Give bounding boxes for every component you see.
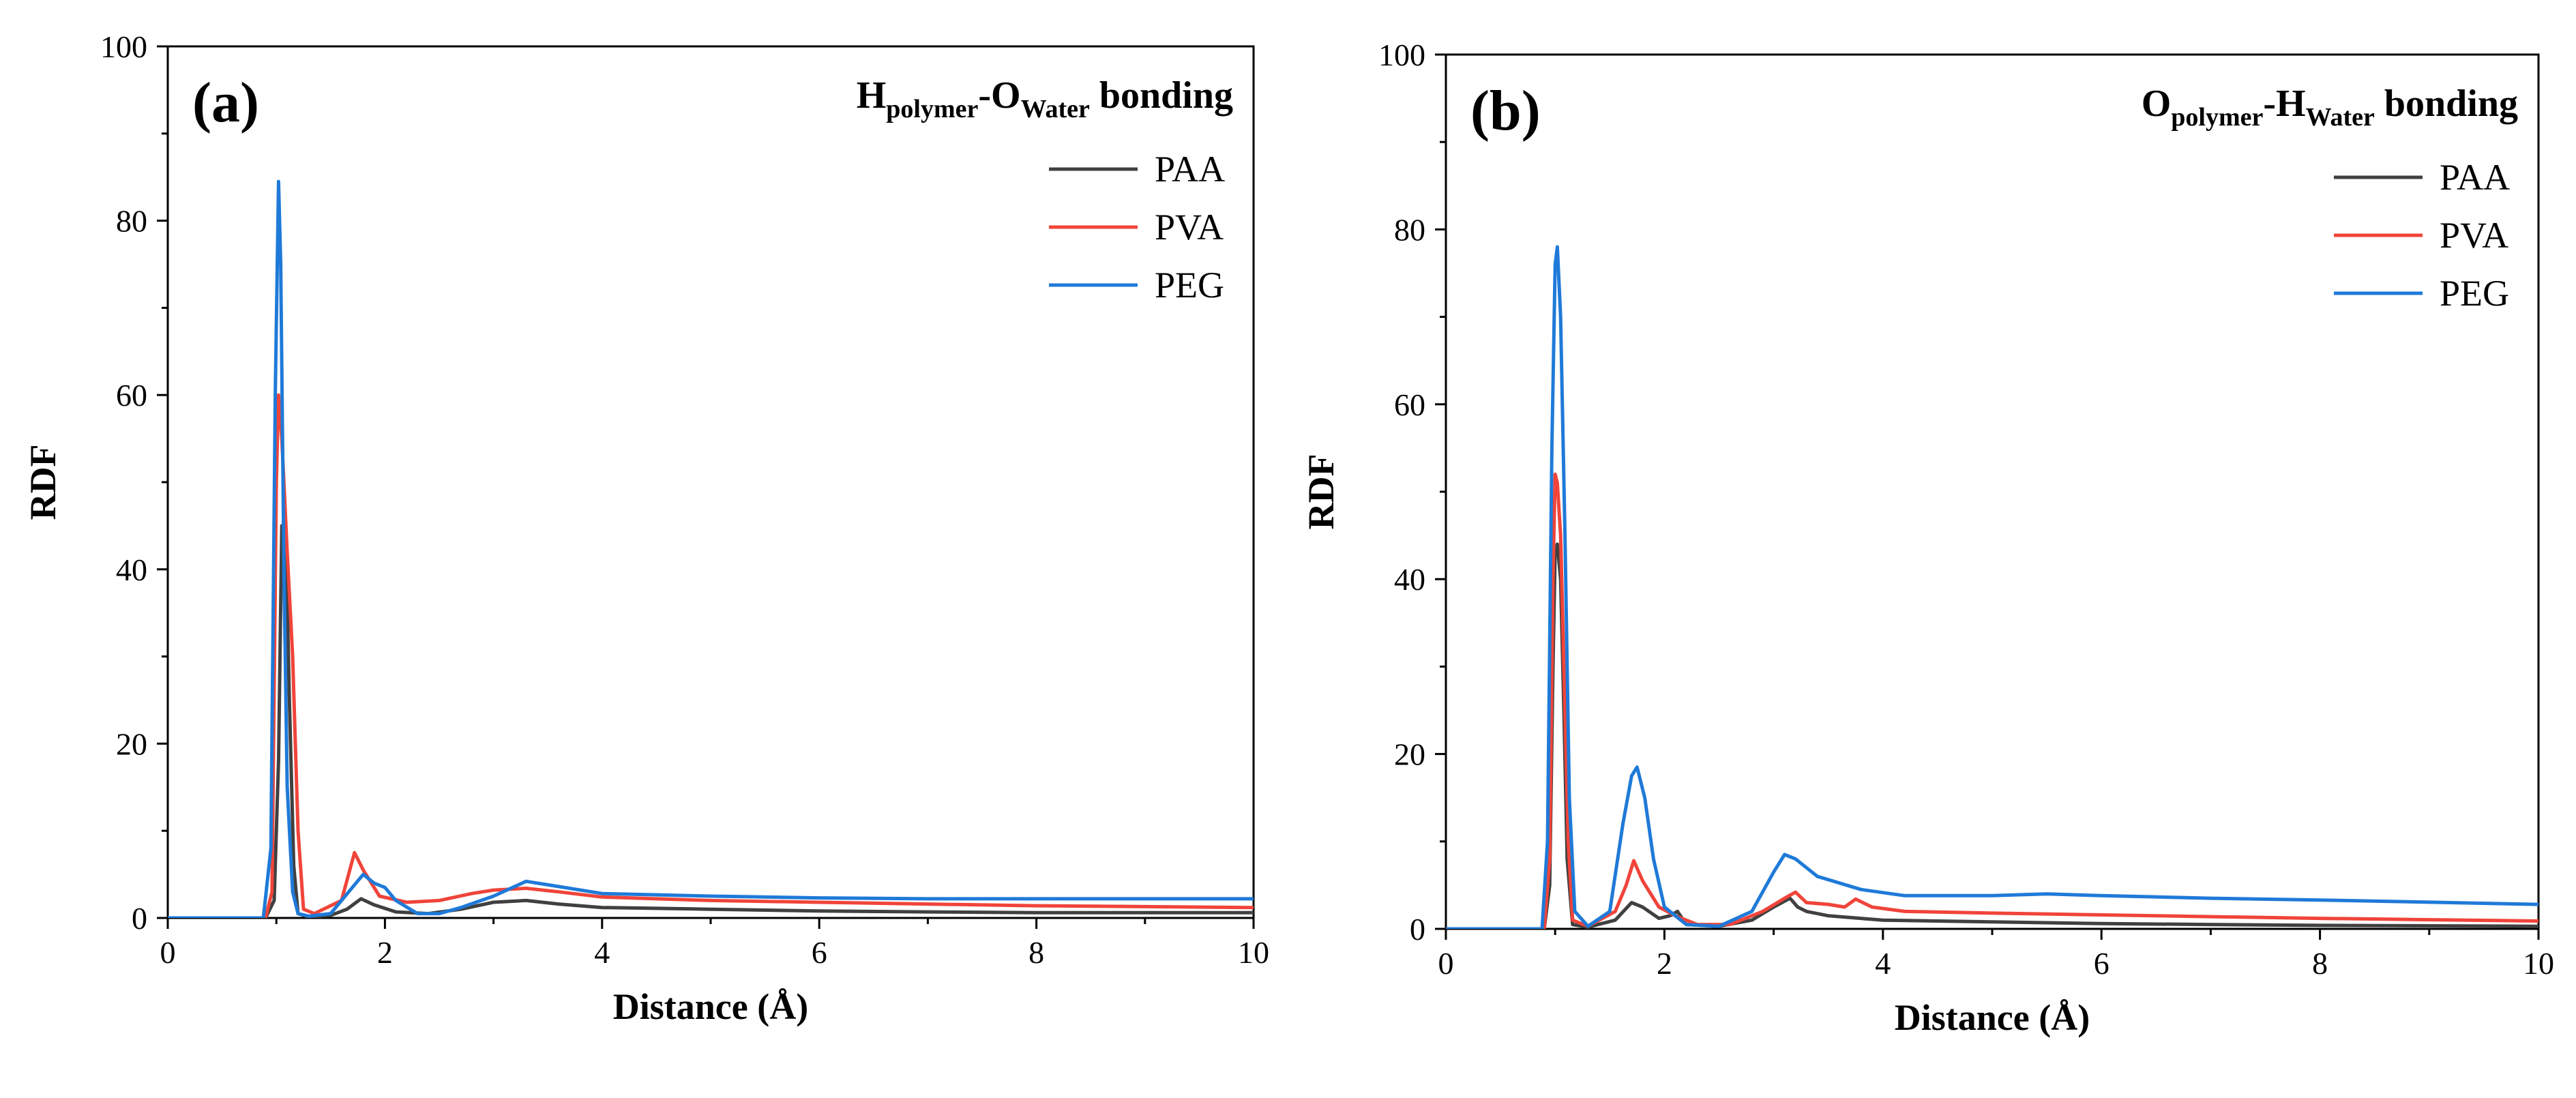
x-axis-label: Distance (Å) bbox=[613, 986, 808, 1027]
series-line-paa bbox=[168, 524, 1254, 918]
y-tick-label: 0 bbox=[132, 901, 147, 936]
x-tick-label: 4 bbox=[1875, 946, 1891, 981]
legend-label-pva: PVA bbox=[1155, 207, 1224, 248]
x-tick-label: 8 bbox=[2312, 946, 2328, 981]
x-tick-label: 4 bbox=[594, 935, 610, 970]
panel-title: Hpolymer-OWater bonding bbox=[857, 74, 1233, 123]
series-group bbox=[1446, 245, 2538, 929]
x-tick-label: 10 bbox=[2523, 946, 2554, 981]
title-subscript: Water bbox=[2306, 103, 2375, 132]
series-line-peg bbox=[1446, 245, 2538, 929]
legend-label-pva: PVA bbox=[2440, 215, 2508, 256]
series-line-pva bbox=[1446, 472, 2538, 929]
y-tick-label: 80 bbox=[116, 204, 147, 239]
title-text: -H bbox=[2263, 83, 2305, 125]
title-text: bonding bbox=[2375, 83, 2518, 125]
title-text: H bbox=[857, 74, 887, 117]
x-tick-label: 6 bbox=[812, 935, 827, 970]
x-tick-label: 6 bbox=[2094, 946, 2109, 981]
x-tick-label: 0 bbox=[160, 935, 176, 970]
panel-title: Opolymer-HWater bonding bbox=[2142, 83, 2518, 132]
panel-label: (a) bbox=[192, 71, 259, 134]
y-tick-label: 40 bbox=[1394, 562, 1425, 597]
y-tick-label: 60 bbox=[1394, 387, 1425, 422]
x-tick-label: 2 bbox=[1657, 946, 1672, 981]
legend-label-paa: PAA bbox=[1155, 149, 1225, 190]
x-axis-label: Distance (Å) bbox=[1895, 997, 2090, 1038]
y-tick-label: 60 bbox=[116, 378, 147, 413]
legend-label-paa: PAA bbox=[2440, 157, 2510, 198]
title-subscript: polymer bbox=[886, 95, 978, 123]
series-line-paa bbox=[1446, 542, 2538, 929]
title-text: bonding bbox=[1090, 74, 1233, 117]
y-tick-label: 20 bbox=[1394, 737, 1425, 772]
y-axis-label: RDF bbox=[1301, 454, 1342, 530]
y-tick-label: 80 bbox=[1394, 212, 1425, 247]
y-axis-label: RDF bbox=[23, 445, 63, 520]
title-text: -O bbox=[978, 74, 1020, 117]
panel-label: (b) bbox=[1470, 79, 1541, 143]
y-tick-label: 0 bbox=[1410, 912, 1425, 947]
legend-label-peg: PEG bbox=[1155, 265, 1224, 306]
y-tick-label: 20 bbox=[116, 726, 147, 761]
x-tick-label: 0 bbox=[1438, 946, 1454, 981]
title-subscript: polymer bbox=[2171, 103, 2263, 132]
plot-frame bbox=[1445, 53, 2540, 930]
x-tick-label: 10 bbox=[1238, 935, 1269, 970]
series-line-pva bbox=[168, 393, 1254, 918]
series-line-peg bbox=[168, 179, 1254, 918]
title-subscript: Water bbox=[1021, 95, 1090, 123]
y-tick-label: 40 bbox=[116, 552, 147, 587]
title-text: O bbox=[2142, 83, 2172, 125]
legend-label-peg: PEG bbox=[2440, 273, 2509, 314]
x-tick-label: 8 bbox=[1028, 935, 1044, 970]
y-tick-label: 100 bbox=[100, 29, 147, 64]
plot-frame bbox=[166, 45, 1255, 919]
y-tick-label: 100 bbox=[1378, 38, 1425, 72]
x-tick-label: 2 bbox=[377, 935, 393, 970]
series-group bbox=[168, 179, 1254, 918]
